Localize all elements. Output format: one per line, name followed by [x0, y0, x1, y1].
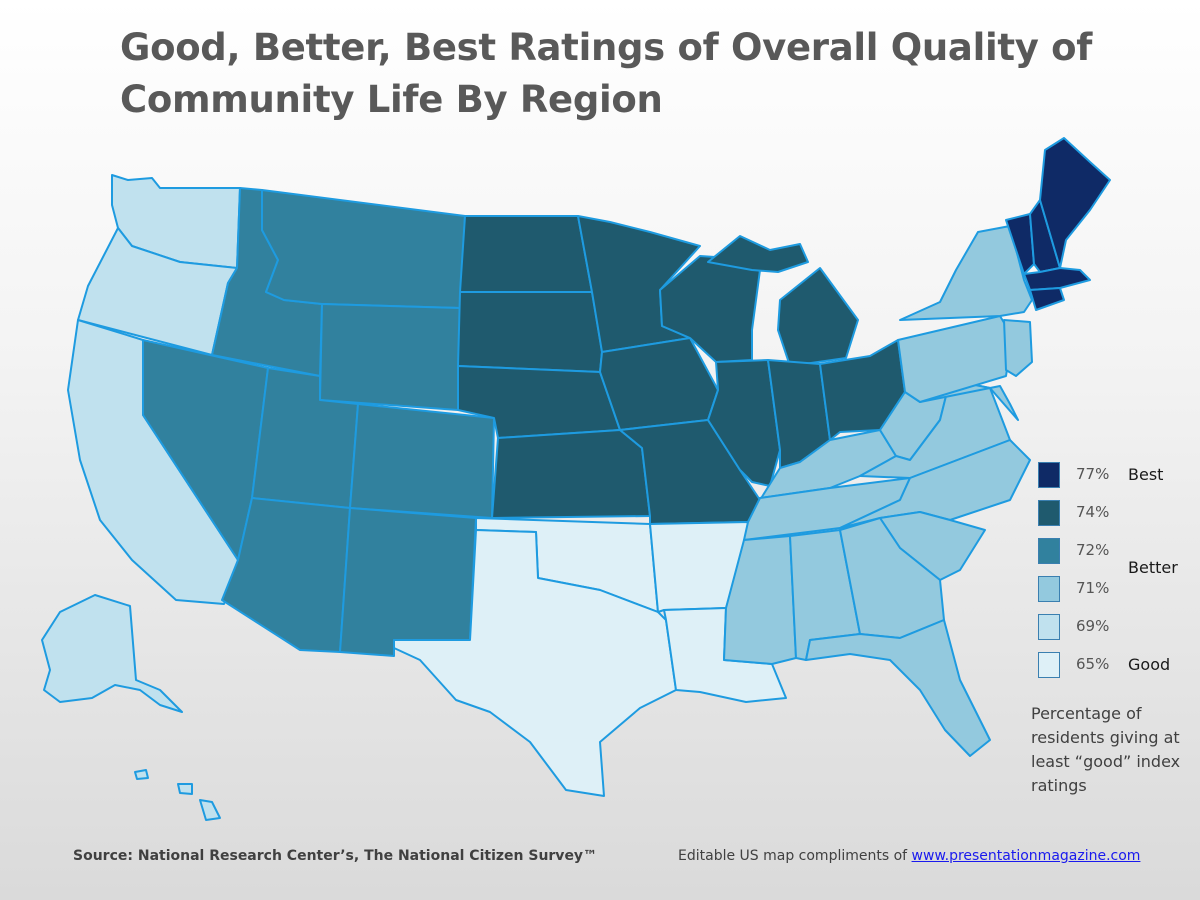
- legend-value: 69%: [1076, 617, 1110, 635]
- legend-swatch: [1038, 462, 1060, 488]
- tier-label-best: Best: [1128, 465, 1164, 484]
- region-east-south-central: [723, 429, 911, 665]
- credit-text: Editable US map compliments of: [678, 848, 912, 864]
- source-prefix: Source: [73, 848, 128, 864]
- source-citation: Source: National Research Center’s, The …: [73, 848, 597, 864]
- legend-row: 74%: [1036, 498, 1196, 528]
- state-kansas: [491, 429, 651, 519]
- map-credit: Editable US map compliments of www.prese…: [678, 848, 1140, 864]
- legend-swatch: [1038, 576, 1060, 602]
- legend-swatch: [1038, 614, 1060, 640]
- region-new-england: [1005, 137, 1111, 311]
- state-hawaii: [134, 769, 221, 821]
- legend-swatch: [1038, 500, 1060, 526]
- state-south-dakota: [457, 291, 603, 373]
- source-text: : National Research Center’s, The Nation…: [127, 848, 598, 864]
- state-new-jersey: [1003, 319, 1033, 377]
- legend-row: 69%: [1036, 612, 1196, 642]
- state-colorado: [349, 403, 495, 519]
- state-montana: [261, 189, 466, 309]
- state-michigan: [707, 235, 859, 367]
- state-alaska: [41, 594, 183, 713]
- region-east-north-central: [659, 235, 906, 487]
- credit-link[interactable]: www.presentationmagazine.com: [911, 848, 1141, 864]
- map-title: Good, Better, Best Ratings of Overall Qu…: [120, 22, 1100, 126]
- state-wyoming: [319, 303, 461, 411]
- state-connecticut-rhode-island: [1029, 287, 1065, 311]
- state-new-mexico: [339, 507, 477, 657]
- state-maine: [1039, 137, 1111, 269]
- region-middle-atlantic: [897, 225, 1033, 403]
- title-line-1: Good, Better, Best Ratings of Overall Qu…: [120, 26, 1093, 69]
- legend-row: 65%: [1036, 650, 1196, 680]
- legend-swatch: [1038, 652, 1060, 678]
- tier-label-better: Better: [1128, 558, 1178, 577]
- state-florida: [805, 619, 991, 757]
- legend-value: 74%: [1076, 503, 1110, 521]
- legend-swatch: [1038, 538, 1060, 564]
- legend-value: 65%: [1076, 655, 1110, 673]
- legend-row: 71%: [1036, 574, 1196, 604]
- legend-value: 72%: [1076, 541, 1110, 559]
- legend: 77% 74% 72% 71% 69% 65%: [1036, 460, 1196, 690]
- legend-value: 77%: [1076, 465, 1110, 483]
- tier-label-good: Good: [1128, 655, 1171, 674]
- legend-row: 77%: [1036, 460, 1196, 490]
- region-south-atlantic: [805, 379, 1031, 757]
- legend-value: 71%: [1076, 579, 1110, 597]
- state-massachusetts: [1023, 267, 1091, 291]
- region-west-north-central: [457, 215, 761, 525]
- state-north-dakota: [459, 215, 593, 293]
- region-west-south-central: [393, 517, 787, 797]
- state-iowa: [599, 337, 719, 431]
- legend-note: Percentage of residents giving at least …: [1031, 704, 1181, 795]
- title-line-2: Community Life By Region: [120, 78, 663, 121]
- legend-row: 72%: [1036, 536, 1196, 566]
